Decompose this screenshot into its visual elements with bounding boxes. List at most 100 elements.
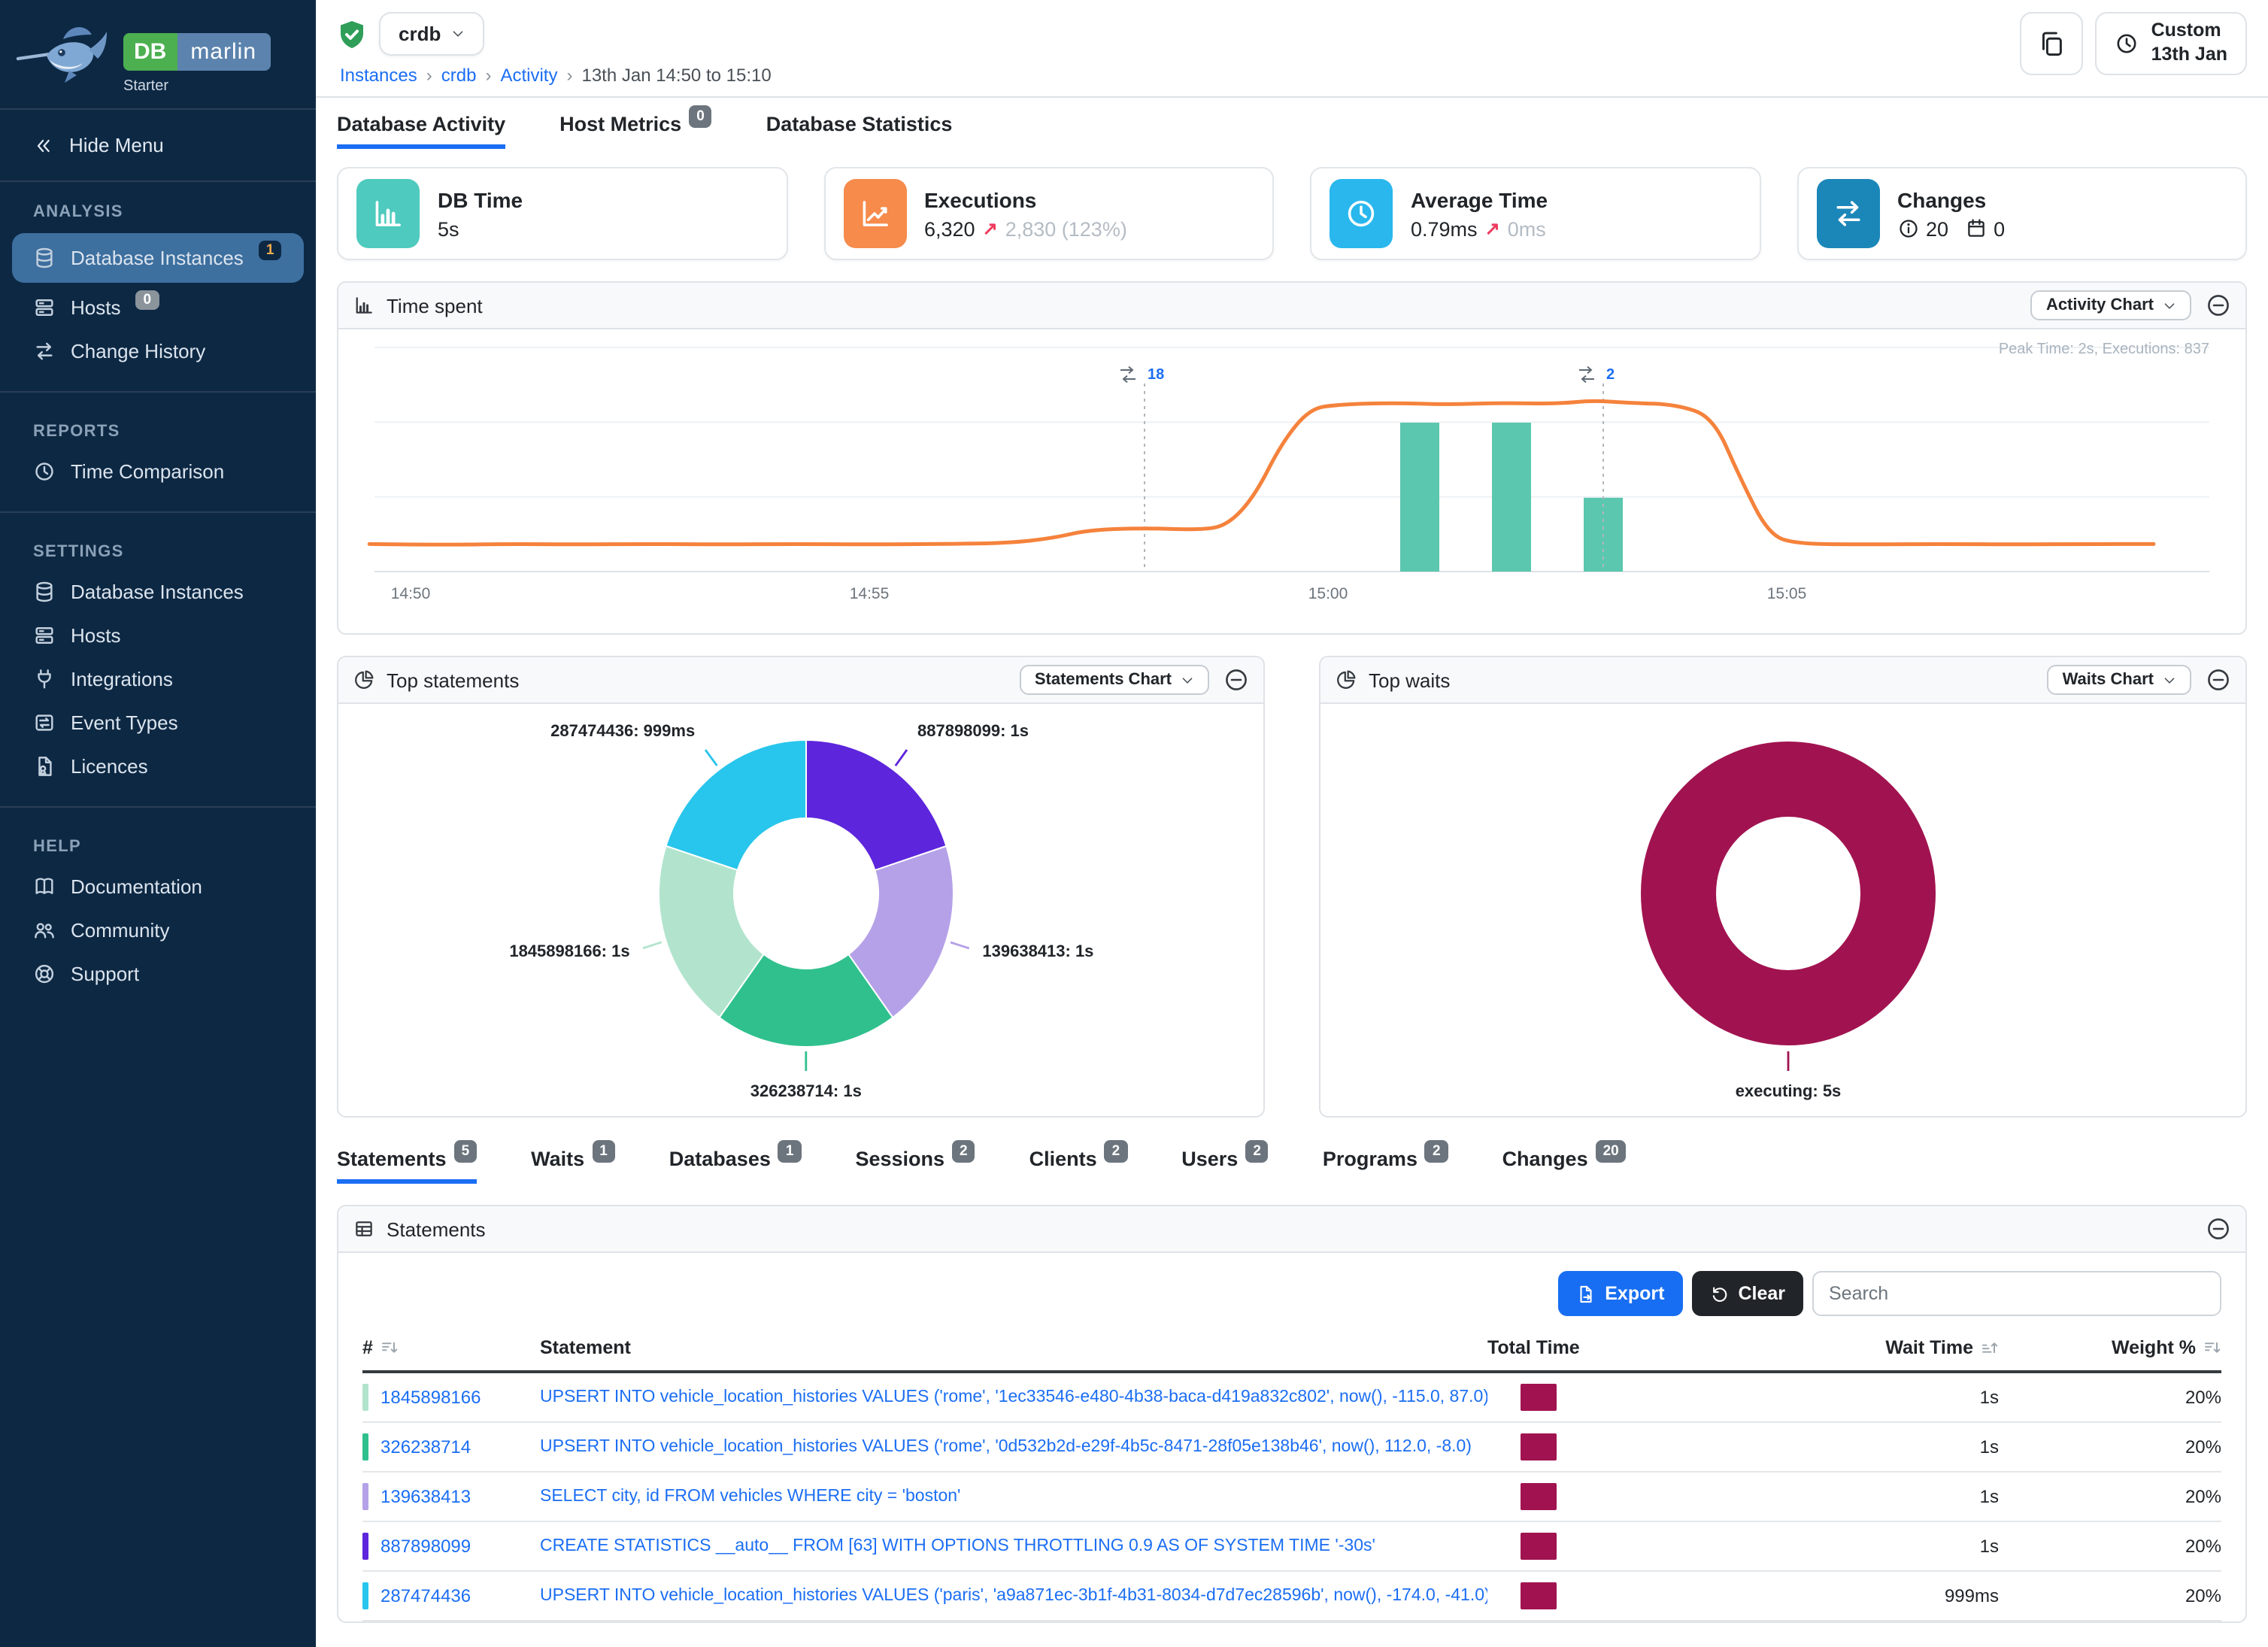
copy-button[interactable] bbox=[2020, 12, 2084, 75]
breadcrumb-separator: › bbox=[426, 65, 432, 86]
breadcrumb-item[interactable]: Activity bbox=[500, 65, 558, 86]
swap-icon bbox=[1816, 179, 1879, 248]
detail-tab-statements[interactable]: Statements 5 bbox=[337, 1140, 478, 1184]
weight-cell: 20% bbox=[2185, 1387, 2221, 1408]
statement-color-chip bbox=[362, 1483, 368, 1510]
column-header-total-time[interactable]: Total Time bbox=[1487, 1337, 1653, 1358]
tab-label: Programs bbox=[1322, 1148, 1418, 1170]
info-icon bbox=[1897, 218, 1918, 239]
top-waits-chart[interactable]: executing: 5s bbox=[1320, 704, 2247, 1116]
waits-chart-dropdown[interactable]: Waits Chart bbox=[2047, 665, 2191, 695]
column-header-statement[interactable]: Statement bbox=[540, 1337, 1487, 1358]
statement-link[interactable]: CREATE STATISTICS __auto__ FROM [63] WIT… bbox=[540, 1537, 1375, 1555]
statements-panel: Statements Export Clear # Statement Total … bbox=[337, 1205, 2247, 1623]
tab-database-activity[interactable]: Database Activity bbox=[337, 113, 506, 149]
sidebar-item-support[interactable]: Support bbox=[0, 952, 316, 996]
metric-card-value: 5s bbox=[438, 217, 523, 240]
sidebar-item-label: Licences bbox=[71, 755, 148, 778]
clear-button[interactable]: Clear bbox=[1691, 1271, 1803, 1316]
statement-id-link[interactable]: 1845898166 bbox=[381, 1387, 481, 1408]
export-button[interactable]: Export bbox=[1558, 1271, 1683, 1316]
topbar: crdb Instances › crdb › Activity › 13th Jan 14… bbox=[316, 0, 2268, 98]
statement-color-chip bbox=[362, 1533, 368, 1560]
detail-tab-waits[interactable]: Waits 1 bbox=[531, 1140, 615, 1184]
wait-time-cell: 1s bbox=[1979, 1486, 1999, 1507]
sidebar-item-community[interactable]: Community bbox=[0, 908, 316, 952]
sidebar-item-change-history[interactable]: Change History bbox=[0, 329, 316, 373]
detail-tab-databases[interactable]: Databases 1 bbox=[669, 1140, 802, 1184]
table-row: 287474436 UPSERT INTO vehicle_location_hi… bbox=[362, 1572, 2221, 1621]
chevrons-left-icon bbox=[33, 135, 54, 156]
statement-link[interactable]: SELECT city, id FROM vehicles WHERE city… bbox=[540, 1488, 961, 1506]
tab-label: Sessions bbox=[855, 1148, 945, 1170]
top-statements-title: Top statements bbox=[387, 669, 520, 691]
statement-link[interactable]: UPSERT INTO vehicle_location_histories V… bbox=[540, 1587, 1487, 1605]
activity-chart-dropdown[interactable]: Activity Chart bbox=[2030, 290, 2191, 320]
statement-cell: CREATE STATISTICS __auto__ FROM [63] WIT… bbox=[540, 1537, 1487, 1555]
brand-db: DB bbox=[123, 33, 177, 71]
detail-tab-users[interactable]: Users 2 bbox=[1181, 1140, 1269, 1184]
wait-time-cell: 1s bbox=[1979, 1387, 1999, 1408]
swap-icon bbox=[1831, 197, 1864, 230]
metric-value: 0.79ms bbox=[1411, 217, 1478, 240]
time-range-button[interactable]: Custom 13th Jan bbox=[2095, 12, 2247, 75]
detail-tab-sessions[interactable]: Sessions 2 bbox=[855, 1140, 975, 1184]
svg-text:287474436: 999ms: 287474436: 999ms bbox=[550, 721, 695, 740]
statements-chart-dropdown[interactable]: Statements Chart bbox=[1019, 665, 1209, 695]
detail-tab-changes[interactable]: Changes 20 bbox=[1502, 1140, 1627, 1184]
sidebar-item-database-instances[interactable]: Database Instances bbox=[0, 570, 316, 614]
sidebar-item-database-instances[interactable]: Database Instances 1 bbox=[12, 233, 304, 283]
metric-card-title: DB Time bbox=[438, 187, 523, 211]
metric-card-body: DB Time 5s bbox=[438, 187, 523, 240]
statement-id-cell: 287474436 bbox=[362, 1582, 540, 1609]
statement-id-link[interactable]: 326238714 bbox=[381, 1436, 471, 1457]
statement-id-link[interactable]: 287474436 bbox=[381, 1585, 471, 1606]
sidebar-item-integrations[interactable]: Integrations bbox=[0, 657, 316, 701]
tab-label: Changes bbox=[1502, 1148, 1588, 1170]
statement-link[interactable]: UPSERT INTO vehicle_location_histories V… bbox=[540, 1438, 1472, 1456]
total-time-bar bbox=[1521, 1582, 1557, 1609]
column-header-wait-time[interactable]: Wait Time bbox=[1653, 1337, 1999, 1358]
collapse-panel-button[interactable] bbox=[2206, 1217, 2230, 1241]
hide-menu-button[interactable]: Hide Menu bbox=[0, 110, 316, 182]
collapse-panel-button[interactable] bbox=[1224, 668, 1248, 692]
column-header-weight-[interactable]: Weight % bbox=[1999, 1337, 2221, 1358]
column-label: # bbox=[362, 1337, 373, 1358]
sidebar-item-event-types[interactable]: Event Types bbox=[0, 701, 316, 745]
collapse-panel-button[interactable] bbox=[2206, 293, 2230, 317]
collapse-panel-button[interactable] bbox=[2206, 668, 2230, 692]
statement-cell: UPSERT INTO vehicle_location_histories V… bbox=[540, 1438, 1487, 1456]
tab-host-metrics[interactable]: Host Metrics 0 bbox=[559, 105, 712, 149]
sidebar-item-documentation[interactable]: Documentation bbox=[0, 865, 316, 908]
sidebar-item-hosts[interactable]: Hosts bbox=[0, 614, 316, 657]
statement-id-link[interactable]: 887898099 bbox=[381, 1536, 471, 1557]
metric-count: 20 bbox=[1926, 217, 1949, 240]
search-input[interactable] bbox=[1812, 1271, 2221, 1316]
statement-link[interactable]: UPSERT INTO vehicle_location_histories V… bbox=[540, 1388, 1487, 1406]
metric-card-db-time: DB Time 5s bbox=[337, 167, 787, 260]
sidebar-item-licences[interactable]: Licences bbox=[0, 745, 316, 788]
breadcrumb-item[interactable]: crdb bbox=[441, 65, 477, 86]
chart-line-icon bbox=[843, 179, 906, 248]
statement-id-link[interactable]: 139638413 bbox=[381, 1486, 471, 1507]
sidebar-item-hosts[interactable]: Hosts 0 bbox=[0, 286, 316, 329]
sidebar-section: ANALYSIS Database Instances 1 Hosts 0 Change … bbox=[0, 182, 316, 376]
metric-card-average-time: Average Time 0.79ms ↗ 0ms bbox=[1310, 167, 1760, 260]
instance-selector[interactable]: crdb bbox=[379, 12, 485, 56]
detail-tab-programs[interactable]: Programs 2 bbox=[1322, 1140, 1448, 1184]
detail-tab-clients[interactable]: Clients 2 bbox=[1029, 1140, 1128, 1184]
breadcrumb: Instances › crdb › Activity › 13th Jan 14:50 t… bbox=[340, 65, 772, 86]
sidebar-item-label: Community bbox=[71, 919, 170, 942]
sidebar-item-time-comparison[interactable]: Time Comparison bbox=[0, 450, 316, 493]
wait-time-cell: 1s bbox=[1979, 1536, 1999, 1557]
calendar-icon bbox=[1965, 218, 1986, 239]
delta-up-arrow-icon: ↗ bbox=[1484, 218, 1500, 239]
statement-color-chip bbox=[362, 1582, 368, 1609]
clock-icon bbox=[2115, 32, 2139, 56]
tab-label: Users bbox=[1181, 1148, 1239, 1170]
tab-database-statistics[interactable]: Database Statistics bbox=[766, 113, 953, 149]
column-header--[interactable]: # bbox=[362, 1337, 540, 1358]
time-spent-chart[interactable]: 14:50 14:55 15:00 15:05 18 2 Peak Time: 2s, Ex… bbox=[338, 329, 2245, 633]
top-statements-chart[interactable]: 887898099: 1s 139638413: 1s 326238714: 1s 1… bbox=[338, 704, 1265, 1116]
breadcrumb-item[interactable]: Instances bbox=[340, 65, 417, 86]
